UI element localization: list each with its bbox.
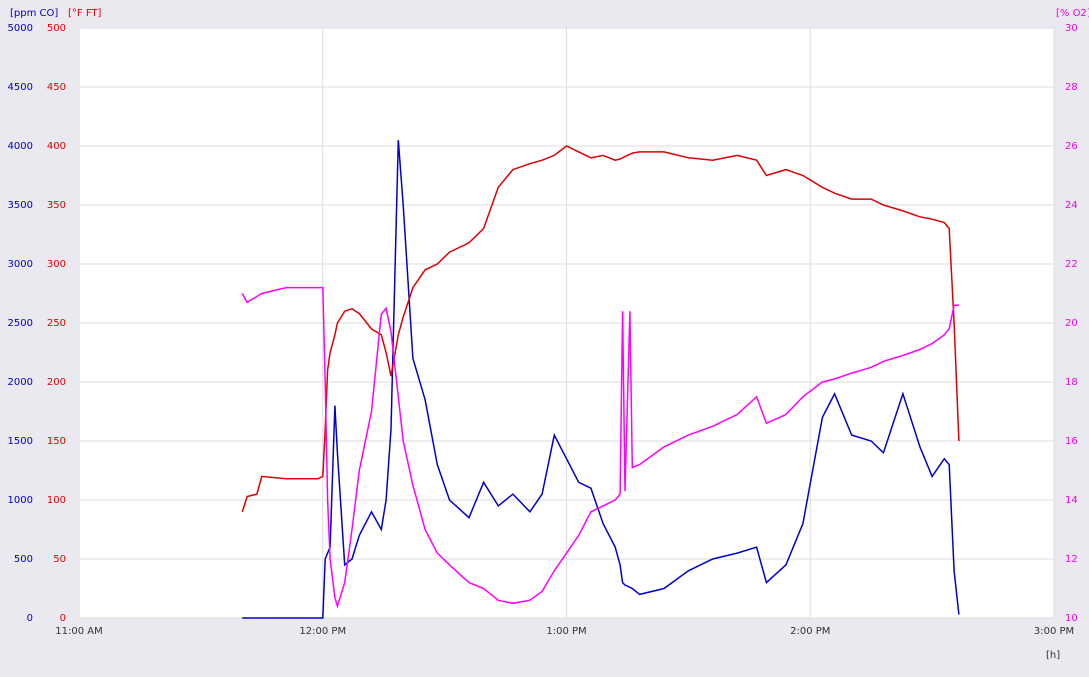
y2-axis-title: [°F FT] xyxy=(68,8,102,19)
y2-tick-label: 200 xyxy=(47,377,66,388)
x-axis-title: [h] xyxy=(1046,650,1060,661)
y2-tick-label: 450 xyxy=(47,82,66,93)
y3-tick-label: 14 xyxy=(1065,495,1078,506)
y3-axis-title: [% O2] xyxy=(1056,8,1089,19)
y2-tick-label: 250 xyxy=(47,318,66,329)
x-tick-label: 3:00 PM xyxy=(1034,626,1074,637)
y3-tick-label: 24 xyxy=(1065,200,1078,211)
y-axis-title: [ppm CO] xyxy=(10,8,58,19)
y3-tick-label: 26 xyxy=(1065,141,1078,152)
y-tick-label: 1500 xyxy=(8,436,33,447)
y2-tick-label: 50 xyxy=(53,554,66,565)
y-tick-label: 4000 xyxy=(8,141,33,152)
y2-tick-label: 100 xyxy=(47,495,66,506)
y3-tick-label: 18 xyxy=(1065,377,1078,388)
y-tick-label: 1000 xyxy=(8,495,33,506)
y2-tick-label: 150 xyxy=(47,436,66,447)
y-tick-label: 5000 xyxy=(8,23,33,34)
x-tick-label: 11:00 AM xyxy=(55,626,102,637)
x-tick-label: 1:00 PM xyxy=(546,626,586,637)
y-tick-label: 500 xyxy=(14,554,33,565)
y2-tick-label: 0 xyxy=(60,613,66,624)
y2-tick-label: 400 xyxy=(47,141,66,152)
x-tick-label: 2:00 PM xyxy=(790,626,830,637)
y3-tick-label: 20 xyxy=(1065,318,1078,329)
series-line xyxy=(241,145,960,513)
y3-tick-label: 10 xyxy=(1065,613,1078,624)
y-tick-label: 3500 xyxy=(8,200,33,211)
series-line xyxy=(241,286,959,609)
y-tick-label: 2500 xyxy=(8,318,33,329)
x-tick-label: 12:00 PM xyxy=(299,626,346,637)
y3-tick-label: 22 xyxy=(1065,259,1078,270)
y2-tick-label: 350 xyxy=(47,200,66,211)
series-line xyxy=(242,140,960,619)
y-tick-label: 0 xyxy=(27,613,33,624)
y2-tick-label: 300 xyxy=(47,259,66,270)
y-tick-label: 2000 xyxy=(8,377,33,388)
y-tick-label: 4500 xyxy=(8,82,33,93)
y2-tick-label: 500 xyxy=(47,23,66,34)
y-tick-label: 3000 xyxy=(8,259,33,270)
y3-tick-label: 16 xyxy=(1065,436,1078,447)
y3-tick-label: 12 xyxy=(1065,554,1078,565)
y3-tick-label: 28 xyxy=(1065,82,1078,93)
y3-tick-label: 30 xyxy=(1065,23,1078,34)
